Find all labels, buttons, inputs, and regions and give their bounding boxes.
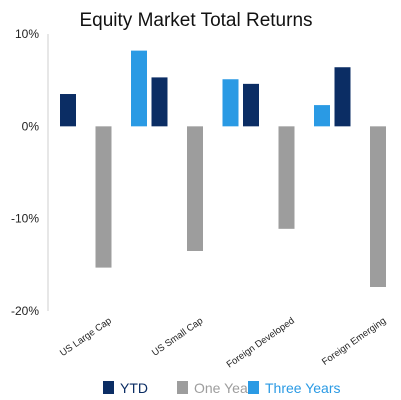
x-tick-label: US Small Cap <box>150 315 205 358</box>
chart-title: Equity Market Total Returns <box>79 10 312 31</box>
bars-layer <box>60 50 386 287</box>
y-ticks: 10% 0% -10% -20% <box>11 27 39 318</box>
x-tick-label: Foreign Emerging <box>320 315 388 367</box>
bar-ytd-1 <box>151 77 168 127</box>
bar-ytd-2 <box>243 83 259 127</box>
bar-three-years-2 <box>314 105 330 127</box>
legend-label: Three Years <box>265 380 341 396</box>
legend-label: YTD <box>120 380 148 396</box>
x-tick-label: Foreign Developed <box>225 315 297 370</box>
y-tick-label: -10% <box>11 212 39 226</box>
bar-ytd-0 <box>60 94 76 127</box>
bar-three-years-0 <box>131 50 147 127</box>
bar-one-year-1 <box>187 126 203 251</box>
legend-swatch <box>248 381 259 394</box>
legend-label: One Year <box>194 380 253 396</box>
legend-swatch <box>177 381 188 394</box>
y-tick-label: -20% <box>11 304 39 318</box>
legend-swatch <box>103 381 114 394</box>
bar-one-year-2 <box>278 126 295 229</box>
bar-ytd-3 <box>334 67 351 127</box>
x-ticks: US Large Cap US Small Cap Foreign Develope… <box>58 315 388 370</box>
bar-three-years-1 <box>222 79 239 127</box>
y-tick-label: 10% <box>15 27 39 41</box>
x-tick-label: US Large Cap <box>58 315 114 359</box>
y-tick-label: 0% <box>22 119 40 133</box>
legend: YTD One Year Three Years <box>103 380 341 396</box>
bar-one-year-0 <box>95 126 112 268</box>
bar-one-year-3 <box>370 126 386 287</box>
